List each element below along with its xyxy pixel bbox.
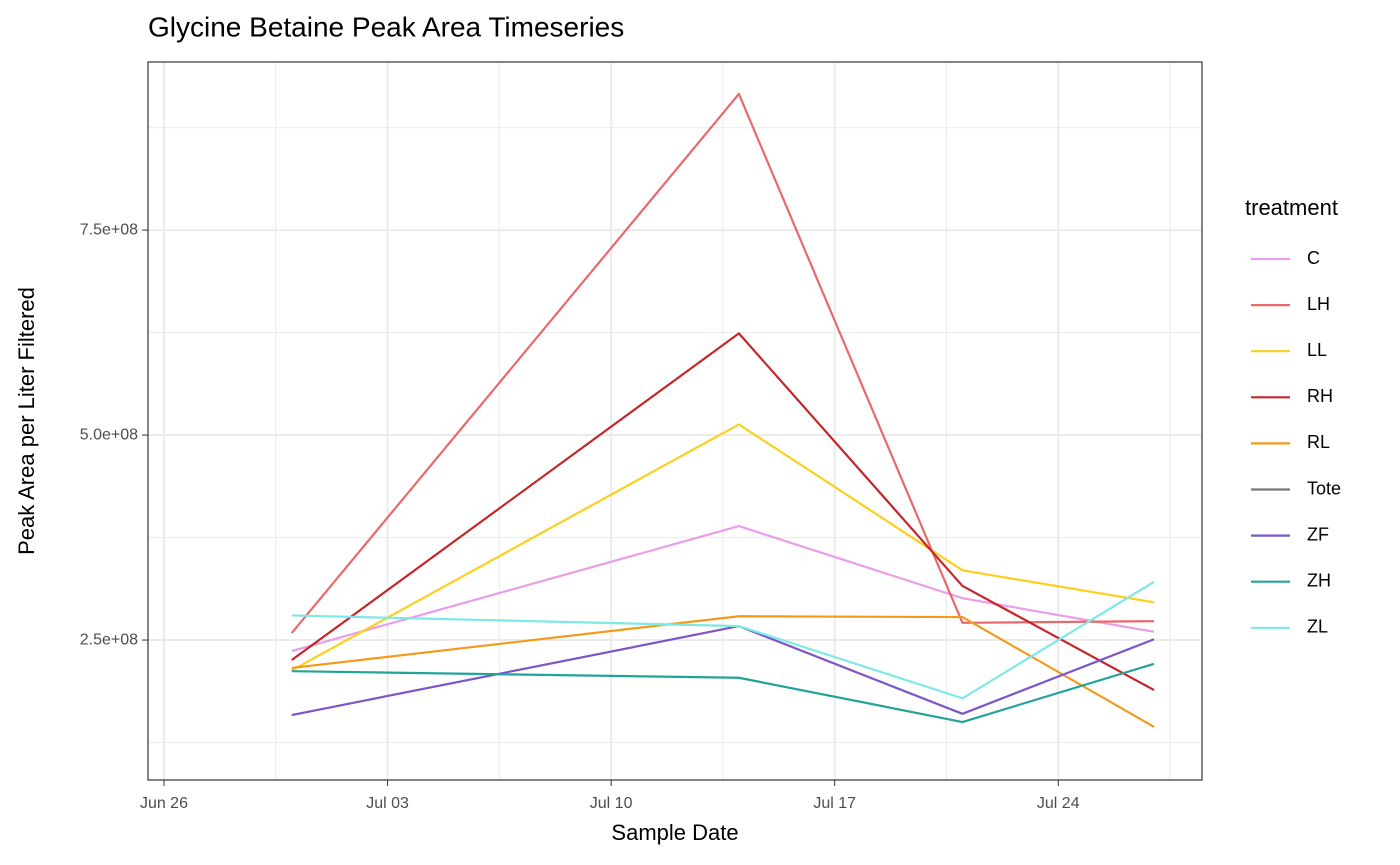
series-line <box>291 625 1155 717</box>
x-tick-label: Jul 10 <box>590 795 633 812</box>
x-tick-label: Jul 17 <box>813 795 856 812</box>
y-axis-label: Peak Area per Liter Filtered <box>14 287 39 555</box>
panel-border <box>147 61 1203 781</box>
series-line <box>291 524 1155 653</box>
legend-label: ZF <box>1307 524 1329 544</box>
legend-label: LL <box>1307 340 1327 360</box>
x-tick-label: Jun 26 <box>140 795 188 812</box>
y-tick-label: 2.5e+08 <box>80 631 138 648</box>
y-tick-label: 5.0e+08 <box>80 426 138 443</box>
series-line <box>291 580 1155 700</box>
legend-label: RH <box>1307 386 1333 406</box>
legend-title: treatment <box>1245 195 1338 220</box>
x-tick-label: Jul 24 <box>1037 795 1080 812</box>
series-line <box>291 615 1155 728</box>
legend-label: RL <box>1307 432 1330 452</box>
series-line <box>291 332 1155 692</box>
chart-title: Glycine Betaine Peak Area Timeseries <box>148 11 624 42</box>
series-line <box>290 92 1155 634</box>
x-axis-label: Sample Date <box>611 820 738 845</box>
legend-label: ZL <box>1307 617 1328 637</box>
series-line <box>291 423 1155 672</box>
y-tick-label: 7.5e+08 <box>80 221 138 238</box>
legend-label: ZH <box>1307 570 1331 590</box>
legend-label: LH <box>1307 294 1330 314</box>
legend-label: C <box>1307 248 1320 268</box>
legend-label: Tote <box>1307 478 1341 498</box>
series-line <box>291 662 1155 724</box>
x-tick-label: Jul 03 <box>366 795 409 812</box>
